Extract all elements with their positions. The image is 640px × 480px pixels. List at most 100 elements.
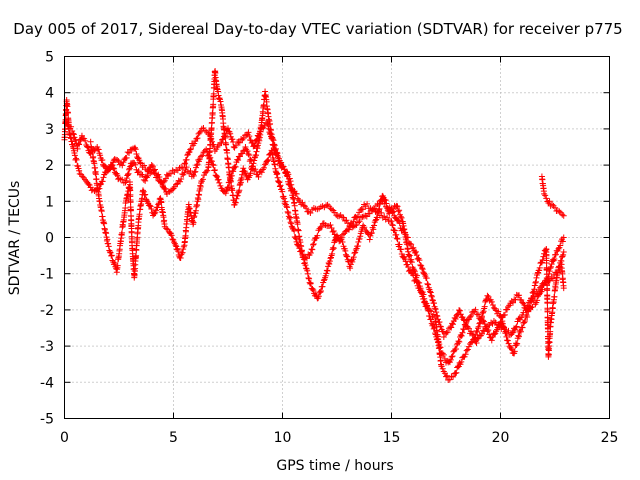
data-point (177, 178, 184, 185)
data-point (512, 324, 519, 331)
data-point (210, 162, 217, 169)
data-point (148, 161, 155, 168)
data-point (371, 222, 378, 229)
data-point (235, 138, 242, 145)
data-point (497, 312, 504, 319)
data-point (304, 267, 311, 274)
data-point (371, 205, 378, 212)
data-point (349, 258, 356, 265)
data-point (375, 206, 382, 213)
data-point (363, 228, 370, 235)
data-point (203, 168, 210, 175)
data-point (559, 211, 566, 218)
data-point (142, 191, 149, 198)
data-point (133, 252, 140, 259)
data-point (343, 217, 350, 224)
data-point (351, 250, 358, 257)
data-point (501, 326, 508, 333)
data-point (153, 207, 160, 214)
data-point (326, 258, 333, 265)
data-point (309, 246, 316, 253)
data-point (127, 163, 134, 170)
data-point (287, 214, 294, 221)
data-point (456, 307, 463, 314)
data-point (488, 337, 495, 344)
data-point (363, 213, 370, 220)
data-point (206, 154, 213, 161)
data-point (169, 186, 176, 193)
data-point (230, 168, 237, 175)
data-point (531, 286, 538, 293)
data-point (500, 323, 507, 330)
data-point (489, 320, 496, 327)
data-point (548, 261, 555, 268)
data-point (156, 174, 163, 181)
data-point (175, 248, 182, 255)
data-point (267, 127, 274, 134)
data-point (84, 144, 91, 151)
data-point (468, 328, 475, 335)
data-point (560, 251, 567, 258)
data-point (532, 278, 539, 285)
data-point (499, 318, 506, 325)
data-point (119, 162, 126, 169)
data-point (119, 176, 126, 183)
data-point (141, 162, 148, 169)
data-point (357, 233, 364, 240)
data-point (413, 252, 420, 259)
data-point (486, 331, 493, 338)
data-point (292, 234, 299, 241)
data-point (377, 200, 384, 207)
data-point (384, 207, 391, 214)
data-point (534, 270, 541, 277)
data-point (108, 252, 115, 259)
data-point (137, 160, 144, 167)
y-tick-label: 0 (45, 231, 54, 247)
data-point (408, 256, 415, 263)
data-point (69, 127, 76, 134)
data-point (444, 329, 451, 336)
data-point (199, 152, 206, 159)
data-point (347, 261, 354, 268)
data-point (187, 168, 194, 175)
data-point (521, 319, 528, 326)
data-point (309, 285, 316, 292)
data-point (155, 201, 162, 208)
data-point (132, 146, 139, 153)
data-point (100, 174, 107, 181)
data-point (518, 314, 525, 321)
data-point (449, 353, 456, 360)
data-point (521, 302, 528, 309)
data-point (515, 332, 522, 339)
data-point (183, 156, 190, 163)
data-point (320, 277, 327, 284)
y-tick-label: -4 (40, 375, 54, 391)
data-point (191, 169, 198, 176)
data-point (396, 241, 403, 248)
data-point (504, 306, 511, 313)
data-point (549, 256, 556, 263)
data-point (139, 171, 146, 178)
data-point (194, 135, 201, 142)
data-point (343, 252, 350, 259)
data-point (414, 278, 421, 285)
data-point (516, 292, 523, 299)
data-point (232, 163, 239, 170)
data-point (560, 248, 567, 255)
data-point (288, 187, 295, 194)
data-point (310, 241, 317, 248)
data-point (187, 146, 194, 153)
data-point (448, 324, 455, 331)
y-tick-label: 5 (45, 50, 54, 66)
data-point (471, 335, 478, 342)
data-point (119, 229, 126, 236)
data-point (146, 202, 153, 209)
data-point (303, 255, 310, 262)
x-tick-labels: 0 5 10 15 20 25 (60, 430, 618, 446)
data-point (419, 265, 426, 272)
data-point (247, 170, 254, 177)
y-tick-label: -2 (40, 303, 54, 319)
data-point (232, 199, 239, 206)
x-tick-label: 5 (169, 430, 178, 446)
data-point (133, 151, 140, 158)
